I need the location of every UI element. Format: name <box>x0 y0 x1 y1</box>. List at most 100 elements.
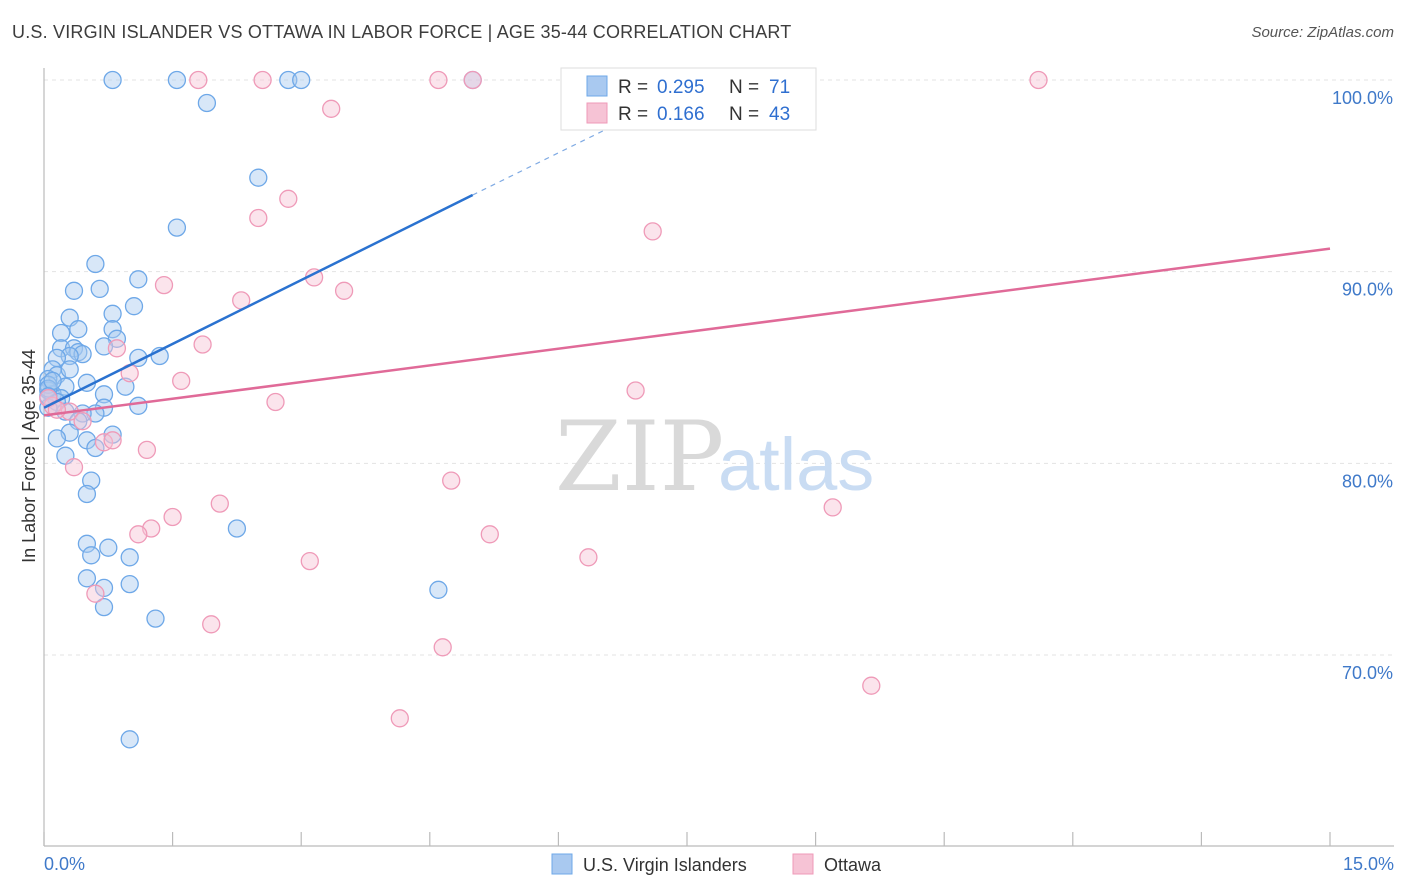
data-point <box>249 168 268 187</box>
data-point <box>197 93 217 113</box>
trend-line-1 <box>43 247 1331 417</box>
data-point <box>94 597 114 617</box>
data-point <box>167 70 187 90</box>
data-point <box>202 615 221 634</box>
data-point <box>300 551 319 571</box>
series-0 <box>39 70 482 749</box>
data-point <box>86 254 105 274</box>
data-point <box>82 546 101 565</box>
data-point <box>163 507 182 527</box>
legend-r-label-1: R = <box>618 77 648 98</box>
data-point <box>146 609 165 628</box>
data-point <box>107 339 127 358</box>
data-point <box>442 471 461 490</box>
data-point <box>433 638 452 657</box>
data-point <box>60 360 79 379</box>
data-point <box>253 70 272 90</box>
y-axis-title: In Labor Force | Age 35-44 <box>19 349 39 563</box>
data-point <box>99 538 118 557</box>
gridlines <box>44 79 1394 656</box>
data-point <box>390 709 409 728</box>
data-point <box>292 70 311 90</box>
data-point <box>129 525 148 544</box>
data-point <box>77 534 97 553</box>
data-point <box>120 574 139 594</box>
data-point <box>77 484 97 504</box>
data-point <box>116 377 135 396</box>
data-point <box>249 208 268 228</box>
x-tick-label-max: 15.0% <box>1343 854 1394 874</box>
data-point <box>322 99 341 118</box>
legend-r-value-1: 0.295 <box>657 77 705 98</box>
series-legend-swatch-ottawa <box>792 853 814 875</box>
data-point <box>64 458 84 477</box>
data-point <box>77 569 97 588</box>
x-tick-label-min: 0.0% <box>44 854 85 874</box>
data-point <box>64 281 84 300</box>
data-point <box>579 548 598 567</box>
data-point <box>189 70 208 90</box>
y-tick-label: 80.0% <box>1342 471 1393 491</box>
data-point <box>124 297 144 316</box>
data-point <box>43 371 62 391</box>
legend-r-label-2: R = <box>618 104 648 125</box>
x-axis-ticks <box>43 832 1331 846</box>
data-point <box>51 323 71 343</box>
legend-n-value-2: 43 <box>769 104 790 125</box>
data-point <box>103 431 122 450</box>
data-point <box>862 676 881 695</box>
data-point <box>103 70 122 90</box>
data-point <box>129 270 148 289</box>
data-point <box>227 519 247 538</box>
data-point <box>69 320 88 339</box>
legend-r-value-2: 0.166 <box>657 104 705 125</box>
legend-n-label-1: N = <box>729 77 759 98</box>
y-axis-labels: 100.0% 90.0% 80.0% 70.0% <box>1332 88 1393 683</box>
series-legend-label-virgin-islanders: U.S. Virgin Islanders <box>583 855 747 875</box>
data-point <box>120 548 139 567</box>
y-tick-label: 90.0% <box>1342 280 1393 300</box>
data-point <box>463 70 482 90</box>
watermark-zip: ZIP <box>555 401 724 513</box>
data-point <box>167 218 187 237</box>
data-point <box>90 279 109 299</box>
chart-title: U.S. VIRGIN ISLANDER VS OTTAWA IN LABOR … <box>12 22 792 42</box>
data-point <box>480 525 499 544</box>
series-layer <box>39 70 1331 749</box>
series-legend-swatch-virgin-islanders <box>551 853 573 875</box>
data-point <box>94 385 114 404</box>
series-1 <box>39 70 1048 728</box>
data-point <box>266 392 285 412</box>
data-point <box>626 381 645 400</box>
data-point <box>279 70 298 90</box>
data-point <box>137 440 157 460</box>
data-point <box>429 580 448 599</box>
data-point <box>172 371 191 391</box>
data-point <box>1029 70 1048 90</box>
trend-line-0 <box>43 193 474 409</box>
legend-n-label-2: N = <box>729 104 759 125</box>
watermark-atlas: atlas <box>718 423 874 506</box>
data-point <box>103 304 122 323</box>
data-point <box>193 335 212 354</box>
data-point <box>154 275 174 295</box>
data-point <box>643 222 662 241</box>
data-point <box>823 498 842 517</box>
data-point <box>129 396 148 415</box>
legend-swatch-ottawa <box>586 102 608 124</box>
data-point <box>86 584 105 603</box>
data-point <box>47 429 67 448</box>
legend-n-value-1: 71 <box>769 77 790 98</box>
data-point <box>429 70 448 90</box>
data-point <box>334 281 354 300</box>
chart-source: Source: ZipAtlas.com <box>1251 24 1394 41</box>
series-legend: U.S. Virgin Islanders Ottawa <box>551 853 882 875</box>
data-point <box>82 471 101 490</box>
data-point <box>120 730 139 749</box>
y-tick-label: 100.0% <box>1332 88 1393 108</box>
data-point <box>103 320 122 339</box>
series-legend-label-ottawa: Ottawa <box>824 855 882 875</box>
data-point <box>73 412 92 431</box>
data-point <box>210 494 229 513</box>
